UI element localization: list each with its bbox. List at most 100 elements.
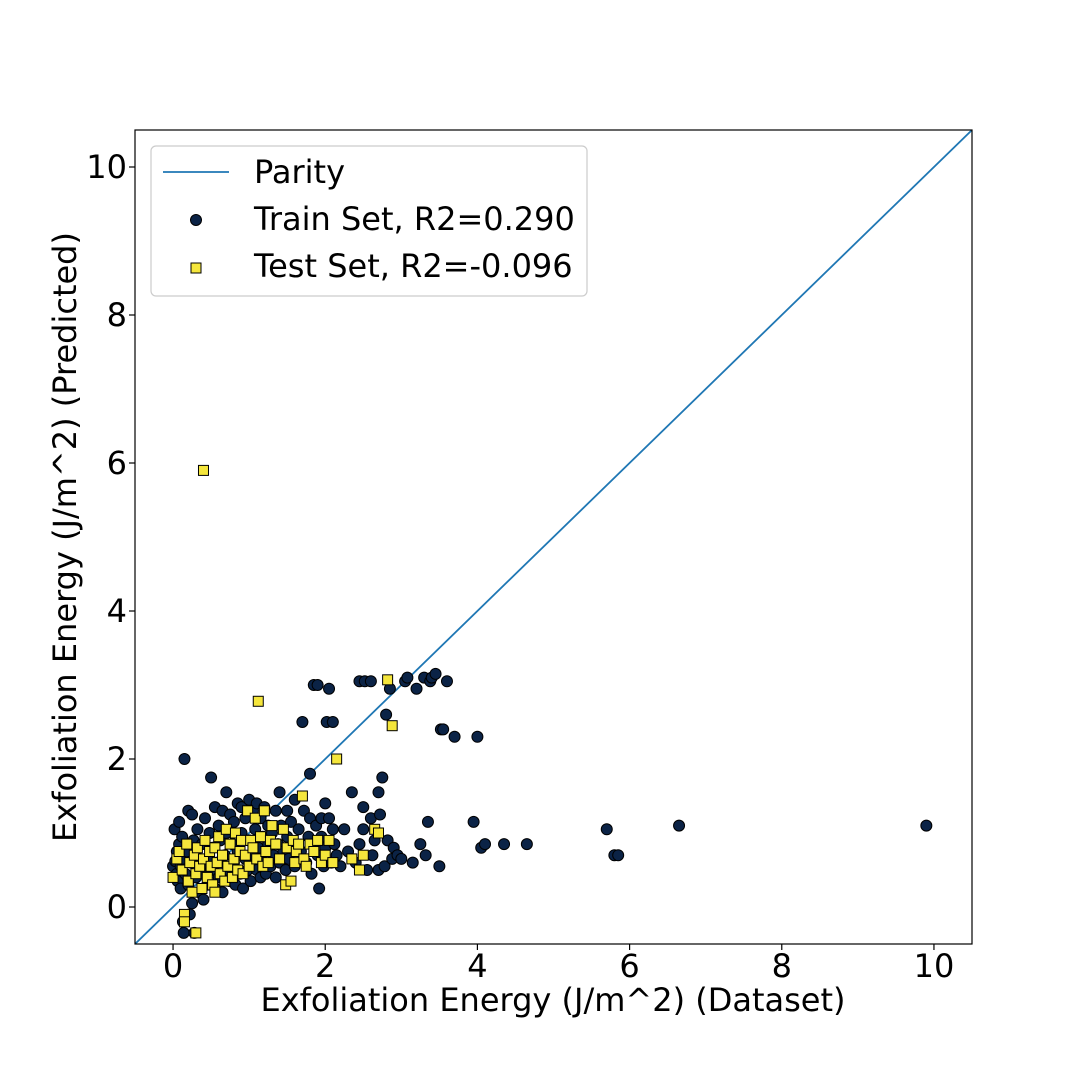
- train-point: [178, 753, 191, 765]
- train-point: [410, 682, 423, 695]
- x-tick-label: 6: [619, 947, 639, 985]
- test-point: [296, 790, 308, 802]
- legend-box: [150, 145, 588, 297]
- x-tick-label: 2: [315, 947, 335, 985]
- train-point: [326, 823, 339, 836]
- test-point: [382, 674, 394, 686]
- test-point: [353, 864, 365, 876]
- y-tick-label: 4: [107, 592, 127, 630]
- train-point: [313, 882, 326, 895]
- test-point: [386, 720, 398, 732]
- test-point: [252, 695, 264, 707]
- legend-test-marker: [190, 262, 202, 274]
- train-point: [376, 771, 389, 784]
- test-series: [167, 464, 398, 939]
- train-point: [269, 804, 282, 817]
- train-point: [177, 926, 190, 939]
- train-point: [429, 667, 442, 680]
- train-point: [673, 819, 686, 832]
- test-point: [237, 868, 249, 880]
- test-point: [258, 805, 270, 817]
- test-point: [274, 853, 286, 865]
- y-tick-label: 2: [107, 740, 127, 778]
- train-point: [479, 838, 492, 851]
- train-point: [269, 871, 282, 884]
- train-point: [920, 819, 933, 832]
- train-point: [448, 730, 461, 743]
- test-point: [327, 857, 339, 869]
- train-point: [357, 801, 370, 814]
- train-point: [357, 823, 370, 836]
- test-point: [190, 927, 202, 939]
- test-point: [199, 834, 211, 846]
- test-point: [197, 853, 209, 865]
- test-point: [239, 849, 251, 861]
- legend: Parity Train Set, R2=0.290 Test Set, R2=…: [150, 145, 588, 297]
- train-point: [395, 852, 408, 865]
- test-point: [228, 853, 240, 865]
- test-point: [255, 831, 267, 843]
- test-point: [260, 846, 272, 857]
- train-point: [437, 723, 450, 736]
- train-point: [292, 823, 305, 836]
- axis-layer: 0 2 4 6 8 10 0 2 4 6 8 10: [86, 148, 954, 985]
- test-point: [312, 834, 324, 846]
- test-point: [224, 838, 236, 850]
- train-point: [364, 675, 377, 688]
- x-axis-label: Exfoliation Energy (J/m^2) (Dataset): [260, 981, 845, 1019]
- train-point: [612, 849, 625, 862]
- train-point: [467, 815, 480, 828]
- y-axis-label: Exfoliation Energy (J/m^2) (Predicted): [46, 232, 84, 842]
- test-point: [196, 883, 208, 894]
- train-point: [186, 897, 199, 910]
- test-point: [182, 875, 194, 887]
- x-tick-label: 8: [772, 947, 792, 985]
- test-point: [173, 846, 185, 857]
- test-point: [266, 820, 278, 832]
- legend-parity-label: Parity: [254, 153, 345, 191]
- train-point: [520, 838, 533, 851]
- test-point: [242, 805, 254, 817]
- train-point: [440, 675, 453, 688]
- test-point: [319, 849, 331, 861]
- train-point: [319, 797, 332, 810]
- train-point: [273, 786, 286, 799]
- test-point: [181, 838, 193, 850]
- test-point: [277, 823, 289, 835]
- train-point: [281, 804, 294, 817]
- train-point: [433, 860, 446, 873]
- train-point: [414, 838, 427, 851]
- test-point: [262, 857, 274, 869]
- test-point: [300, 860, 312, 872]
- test-point: [323, 834, 335, 846]
- train-point: [374, 808, 387, 821]
- test-point: [270, 838, 282, 850]
- y-tick-label: 8: [107, 296, 127, 334]
- test-point: [186, 886, 198, 898]
- x-tick-label: 0: [163, 947, 183, 985]
- test-point: [176, 864, 188, 876]
- train-point: [471, 730, 484, 743]
- test-point: [249, 812, 261, 824]
- test-point: [289, 857, 301, 869]
- legend-train-label: Train Set, R2=0.290: [253, 200, 575, 238]
- test-point: [229, 827, 241, 839]
- train-point: [345, 786, 358, 799]
- test-point: [209, 842, 221, 854]
- test-point: [191, 842, 203, 854]
- train-point: [401, 671, 414, 684]
- legend-test-label: Test Set, R2=-0.096: [253, 247, 573, 285]
- train-point: [353, 838, 366, 851]
- y-tick-label: 6: [107, 444, 127, 482]
- train-point: [326, 716, 339, 728]
- test-point: [247, 842, 259, 854]
- train-point: [419, 849, 432, 862]
- train-point: [323, 812, 336, 825]
- test-point: [178, 916, 190, 928]
- train-series: [167, 667, 933, 939]
- train-point: [296, 716, 309, 728]
- test-point: [243, 860, 255, 872]
- train-point: [237, 882, 250, 895]
- test-point: [217, 849, 229, 861]
